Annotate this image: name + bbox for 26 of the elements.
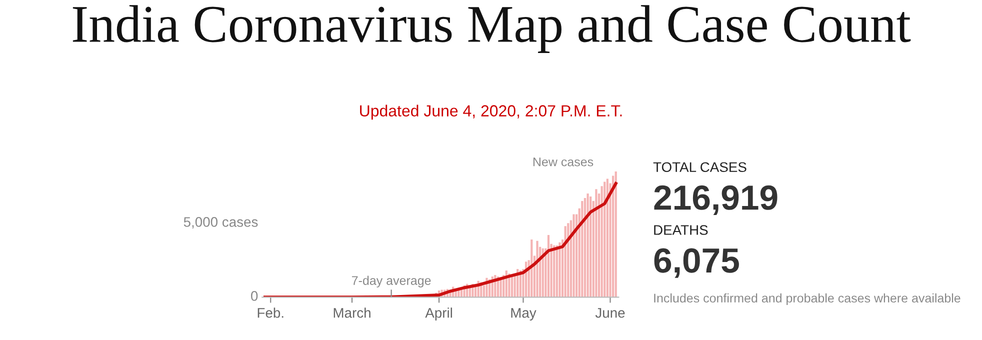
bar xyxy=(604,182,606,298)
bar xyxy=(614,171,617,298)
bar xyxy=(558,242,561,298)
x-tick-label: April xyxy=(425,308,452,321)
chart-subtitle: Updated June 4, 2020, 2:07 P.M. E.T. xyxy=(360,104,622,120)
x-tick-label: March xyxy=(334,308,370,318)
bar xyxy=(590,196,592,298)
annotation: 7-day average xyxy=(352,276,431,288)
bar xyxy=(595,189,598,298)
x-tick-label: May xyxy=(511,308,536,321)
text: DEATHS xyxy=(654,225,708,235)
x-tick-label: June xyxy=(595,308,625,318)
text: 6,075 xyxy=(654,248,739,278)
text: 216,919 xyxy=(654,185,778,215)
bar xyxy=(586,194,589,298)
bar xyxy=(581,200,584,298)
y-tick-label: 0 xyxy=(251,291,258,301)
bar xyxy=(536,240,538,298)
y-tick-label: 5,000 cases xyxy=(184,217,258,229)
annotation: New cases xyxy=(533,158,594,166)
x-tick-label: Feb. xyxy=(258,308,284,318)
line-series xyxy=(263,182,618,298)
text: TOTAL CASES xyxy=(653,162,746,172)
text: Includes confirmed and probable cases where available xyxy=(654,293,960,306)
chart-title: India Coronavirus Map and Case Count xyxy=(72,5,911,53)
bar xyxy=(572,214,575,298)
